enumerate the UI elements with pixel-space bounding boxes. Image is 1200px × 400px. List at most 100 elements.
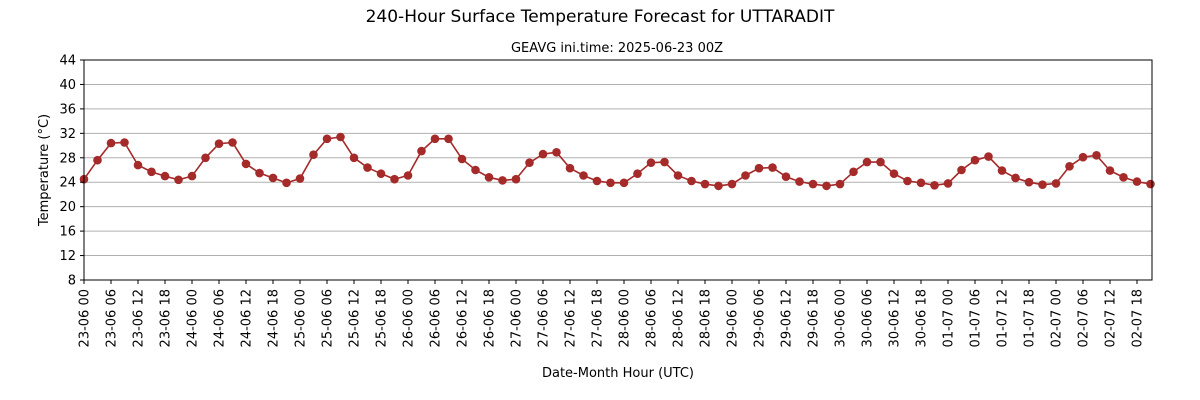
x-tick-label: 01-07 18 (1023, 289, 1038, 347)
data-point (592, 176, 602, 186)
x-axis: 23-06 00 23-06 06 23-06 12 23-06 18 24-06 00… (78, 280, 1146, 347)
data-point (714, 181, 723, 191)
data-point (484, 173, 494, 182)
x-tick-label: 29-06 18 (807, 289, 822, 347)
chart-title: 240-Hour Surface Temperature Forecast fo… (366, 7, 835, 27)
data-point (471, 165, 480, 175)
data-point (417, 146, 426, 156)
data-point (228, 138, 237, 147)
data-point (673, 171, 683, 180)
y-tick-label: 40 (59, 78, 76, 93)
data-point (1051, 179, 1061, 188)
data-point (687, 176, 696, 186)
x-tick-label: 24-06 12 (240, 289, 255, 347)
data-point (322, 134, 332, 144)
x-tick-label: 30-06 18 (915, 289, 930, 347)
data-point (930, 180, 939, 190)
x-tick-label: 30-06 12 (888, 289, 903, 347)
data-point (660, 157, 669, 167)
x-tick-label: 02-07 12 (1104, 289, 1119, 347)
y-tick-label: 28 (59, 151, 76, 166)
data-point (768, 163, 777, 172)
data-point (268, 173, 278, 183)
y-tick-label: 16 (59, 225, 76, 240)
plot-frame (83, 59, 1153, 281)
data-point (754, 163, 764, 173)
data-point (781, 172, 791, 182)
data-point (376, 169, 386, 178)
x-tick-label: 23-06 12 (132, 289, 147, 347)
data-point (1092, 151, 1101, 160)
data-point (1011, 173, 1020, 183)
data-point (997, 166, 1007, 175)
data-point (106, 138, 116, 148)
data-point (1078, 152, 1088, 162)
data-point (876, 157, 885, 167)
x-tick-label: 24-06 00 (186, 289, 201, 347)
x-tick-label: 27-06 00 (510, 289, 525, 347)
data-point (174, 175, 183, 185)
y-tick-label: 44 (59, 54, 76, 69)
x-axis-label: Date-Month Hour (UTC) (542, 366, 694, 381)
data-point (552, 147, 561, 157)
data-point (903, 176, 912, 186)
data-point (309, 150, 318, 160)
data-point (727, 179, 737, 189)
data-point (241, 159, 251, 169)
x-tick-label: 28-06 18 (699, 289, 714, 347)
data-point (822, 181, 831, 191)
data-point (849, 167, 858, 177)
y-tick-label: 24 (59, 176, 76, 191)
data-point (916, 178, 926, 188)
y-tick-label: 8 (68, 274, 76, 289)
data-point (808, 179, 818, 189)
x-tick-label: 01-07 00 (942, 289, 957, 347)
y-axis-label: Temperature (°C) (37, 114, 52, 227)
data-point (795, 177, 804, 186)
x-tick-label: 02-07 00 (1050, 289, 1065, 347)
x-tick-label: 29-06 06 (753, 289, 768, 347)
data-point (430, 134, 440, 144)
x-tick-label: 28-06 12 (672, 289, 687, 347)
x-tick-label: 30-06 06 (861, 289, 876, 347)
data-point (633, 169, 642, 178)
x-tick-label: 26-06 12 (456, 289, 471, 347)
x-tick-label: 27-06 06 (537, 289, 552, 347)
x-tick-label: 01-07 06 (969, 289, 984, 347)
data-point (606, 178, 615, 188)
data-point (336, 132, 345, 142)
x-tick-label: 23-06 06 (105, 289, 120, 347)
data-point (889, 169, 899, 178)
x-tick-label: 25-06 06 (321, 289, 336, 347)
x-tick-label: 28-06 06 (645, 289, 660, 347)
data-point (579, 171, 588, 180)
data-point (160, 171, 170, 181)
x-tick-label: 26-06 06 (429, 289, 444, 347)
x-tick-label: 26-06 00 (402, 289, 417, 347)
data-point (957, 165, 966, 175)
x-tick-label: 02-07 18 (1131, 289, 1146, 347)
data-point (390, 174, 399, 184)
data-point (403, 171, 413, 180)
x-tick-label: 30-06 00 (834, 289, 849, 347)
data-point (444, 134, 453, 144)
x-tick-label: 02-07 06 (1077, 289, 1092, 347)
data-point (498, 176, 507, 185)
data-point (565, 163, 575, 173)
data-point (1038, 180, 1047, 189)
data-point (646, 158, 656, 167)
x-tick-label: 27-06 18 (591, 289, 606, 347)
data-point (741, 171, 750, 180)
data-point (1024, 177, 1034, 187)
data-point (120, 138, 129, 147)
data-point (363, 163, 372, 172)
data-point (187, 171, 197, 181)
x-tick-label: 29-06 00 (726, 289, 741, 347)
data-point (282, 178, 291, 188)
data-point (862, 157, 872, 167)
data-point (295, 174, 305, 183)
data-point (511, 174, 521, 184)
x-tick-label: 27-06 12 (564, 289, 579, 347)
data-point (970, 155, 980, 165)
